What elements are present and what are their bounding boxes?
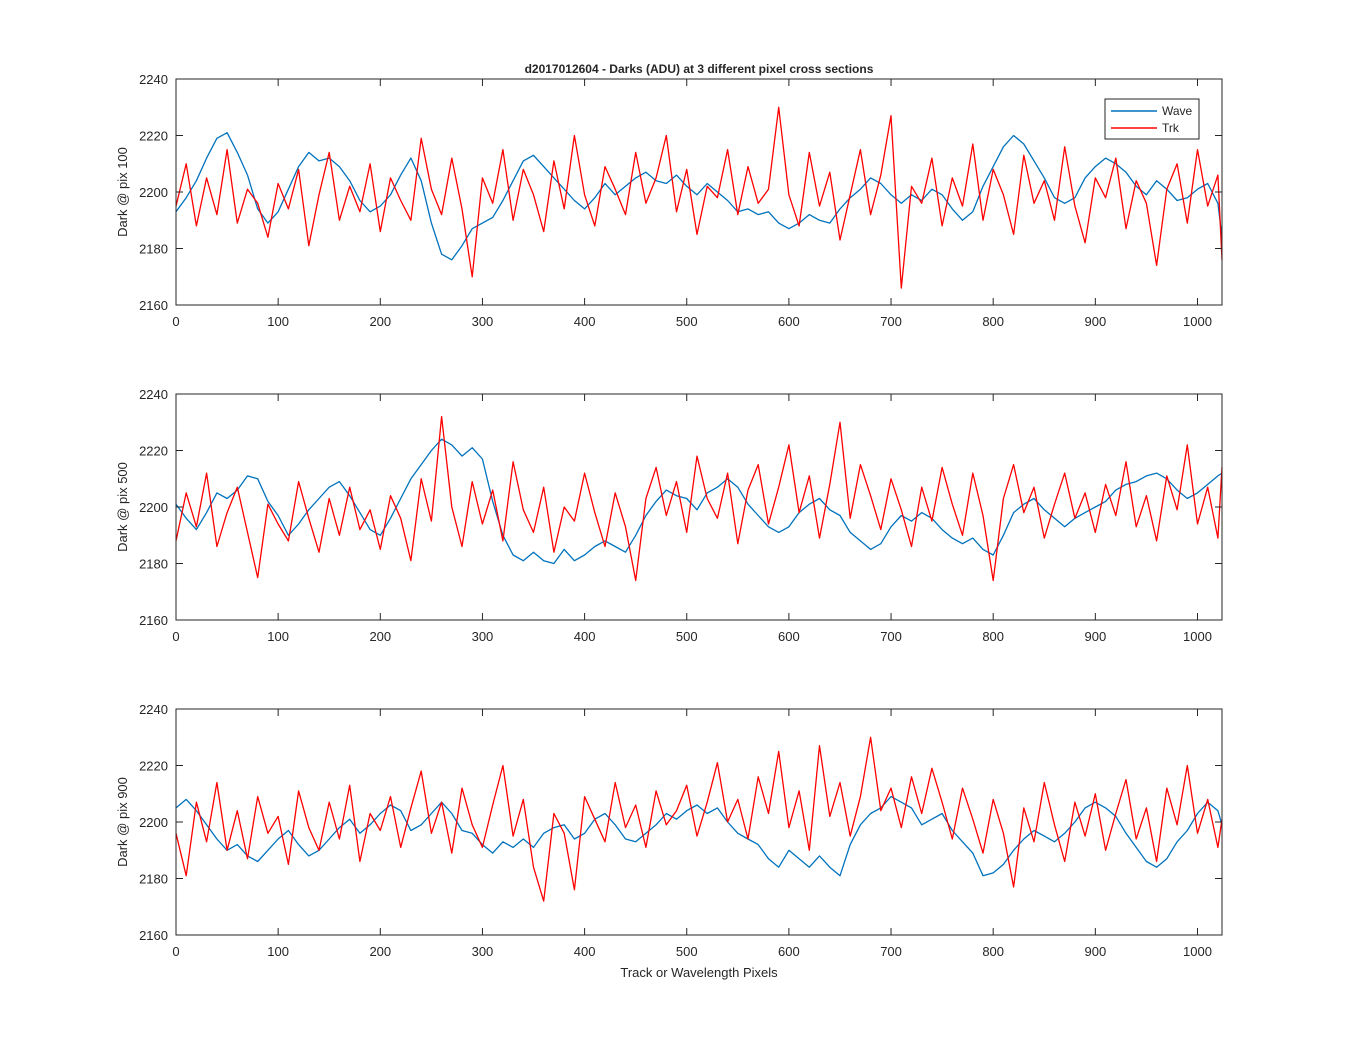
x-tick-label: 0	[172, 944, 179, 959]
y-tick-label: 2180	[139, 242, 168, 257]
y-tick-label: 2200	[139, 500, 168, 515]
x-tick-label: 300	[472, 314, 494, 329]
x-tick-label: 300	[472, 629, 494, 644]
y-tick-label: 2200	[139, 815, 168, 830]
x-tick-label: 1000	[1183, 629, 1212, 644]
x-tick-label: 100	[267, 944, 289, 959]
y-axis-label: Dark @ pix 500	[115, 462, 130, 552]
y-tick-label: 2240	[139, 72, 168, 87]
series-line-wave	[175, 132, 1223, 261]
x-tick-label: 500	[676, 314, 698, 329]
x-tick-label: 600	[778, 629, 800, 644]
y-tick-label: 2160	[139, 928, 168, 943]
y-tick-label: 2220	[139, 444, 168, 459]
x-tick-label: 100	[267, 629, 289, 644]
x-tick-label: 400	[574, 944, 596, 959]
x-tick-label: 700	[880, 944, 902, 959]
x-tick-label: 900	[1084, 314, 1106, 329]
y-tick-label: 2180	[139, 872, 168, 887]
y-tick-label: 2200	[139, 185, 168, 200]
x-tick-label: 600	[778, 314, 800, 329]
y-axis-label: Dark @ pix 900	[115, 777, 130, 867]
x-tick-label: 500	[676, 944, 698, 959]
legend: Wave Trk	[1104, 98, 1200, 140]
y-tick-label: 2160	[139, 298, 168, 313]
x-axis-label: Track or Wavelength Pixels	[620, 965, 778, 980]
series-line-trk	[175, 415, 1223, 582]
x-tick-label: 0	[172, 314, 179, 329]
x-tick-label: 600	[778, 944, 800, 959]
x-tick-label: 200	[369, 629, 391, 644]
series-line-wave	[175, 438, 1223, 565]
x-tick-label: 100	[267, 314, 289, 329]
x-tick-label: 900	[1084, 629, 1106, 644]
x-tick-label: 0	[172, 629, 179, 644]
x-tick-label: 1000	[1183, 314, 1212, 329]
x-tick-label: 800	[982, 314, 1004, 329]
figure-title: d2017012604 - Darks (ADU) at 3 different…	[525, 62, 874, 76]
x-tick-label: 200	[369, 314, 391, 329]
y-tick-label: 2240	[139, 702, 168, 717]
x-tick-label: 300	[472, 944, 494, 959]
plot-area	[176, 709, 1222, 935]
series-line-wave	[175, 795, 1223, 877]
y-tick-label: 2240	[139, 387, 168, 402]
x-tick-label: 400	[574, 314, 596, 329]
x-tick-label: 1000	[1183, 944, 1212, 959]
x-tick-label: 800	[982, 944, 1004, 959]
x-tick-label: 900	[1084, 944, 1106, 959]
y-tick-label: 2220	[139, 129, 168, 144]
x-tick-label: 700	[880, 314, 902, 329]
x-tick-label: 800	[982, 629, 1004, 644]
x-tick-label: 500	[676, 629, 698, 644]
x-tick-label: 200	[369, 944, 391, 959]
legend-box	[1104, 98, 1200, 140]
legend-label-trk: Trk	[1162, 121, 1180, 135]
y-tick-label: 2180	[139, 557, 168, 572]
subplot-2: 0 100 200 300 400 500 600 700 800 900 1000 2160 2180…	[115, 387, 1223, 644]
subplot-1: 0 100 200 300 400 500 600 700 800 900 1000 2160 2180…	[115, 72, 1223, 329]
series-line-trk	[175, 106, 1223, 289]
x-tick-label: 400	[574, 629, 596, 644]
x-tick-label: 700	[880, 629, 902, 644]
plots-group: 0 100 200 300 400 500 600 700 800 900 100021602180…	[115, 72, 1223, 980]
series-line-trk	[175, 736, 1223, 902]
subplot-3: 0 100 200 300 400 500 600 700 800 900 1000 2160 2180…	[115, 702, 1223, 980]
y-tick-label: 2220	[139, 759, 168, 774]
y-tick-label: 2160	[139, 613, 168, 628]
y-axis-label: Dark @ pix 100	[115, 147, 130, 237]
legend-label-wave: Wave	[1162, 104, 1193, 118]
